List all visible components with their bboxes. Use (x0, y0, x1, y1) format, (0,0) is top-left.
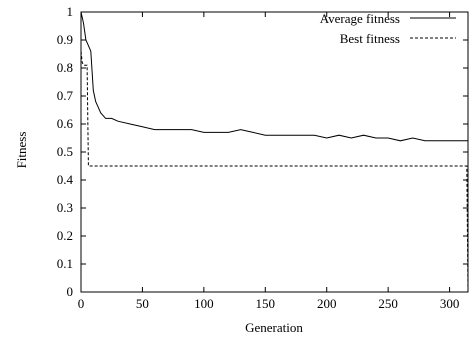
y-tick-label: 0.7 (57, 88, 74, 103)
y-tick-label: 0 (67, 284, 74, 299)
y-tick-label: 0.4 (57, 172, 74, 187)
x-tick-label: 250 (378, 296, 398, 311)
y-tick-label: 0.5 (57, 144, 73, 159)
x-tick-label: 0 (78, 296, 85, 311)
x-tick-label: 150 (256, 296, 276, 311)
legend-label-average-fitness: Average fitness (320, 11, 400, 26)
chart-ticks: 0 50 100 150 200 250 300 0 0.1 0.2 0.3 0.4 0.5 0.6 0.7… (57, 4, 468, 311)
series-line-best-fitness (80, 51, 469, 293)
x-tick-label: 300 (440, 296, 460, 311)
plot-frame (80, 11, 469, 293)
y-tick-label: 1 (67, 4, 74, 19)
series-line-average-fitness (80, 11, 468, 142)
y-tick-label: 0.2 (57, 228, 73, 243)
x-axis-label: Generation (245, 320, 303, 335)
y-tick-label: 0.3 (57, 200, 73, 215)
legend-label-best-fitness: Best fitness (340, 31, 400, 46)
x-tick-label: 100 (194, 296, 214, 311)
chart-series (80, 11, 469, 293)
y-tick-label: 0.9 (57, 32, 73, 47)
y-axis-label: Fitness (14, 132, 29, 169)
x-tick-label: 50 (136, 296, 149, 311)
y-tick-label: 0.6 (57, 116, 74, 131)
chart-axes (80, 11, 469, 293)
x-tick-label: 200 (317, 296, 337, 311)
y-tick-label: 0.1 (57, 256, 73, 271)
chart-legend: Average fitness Best fitness (320, 11, 456, 46)
y-tick-label: 0.8 (57, 60, 73, 75)
